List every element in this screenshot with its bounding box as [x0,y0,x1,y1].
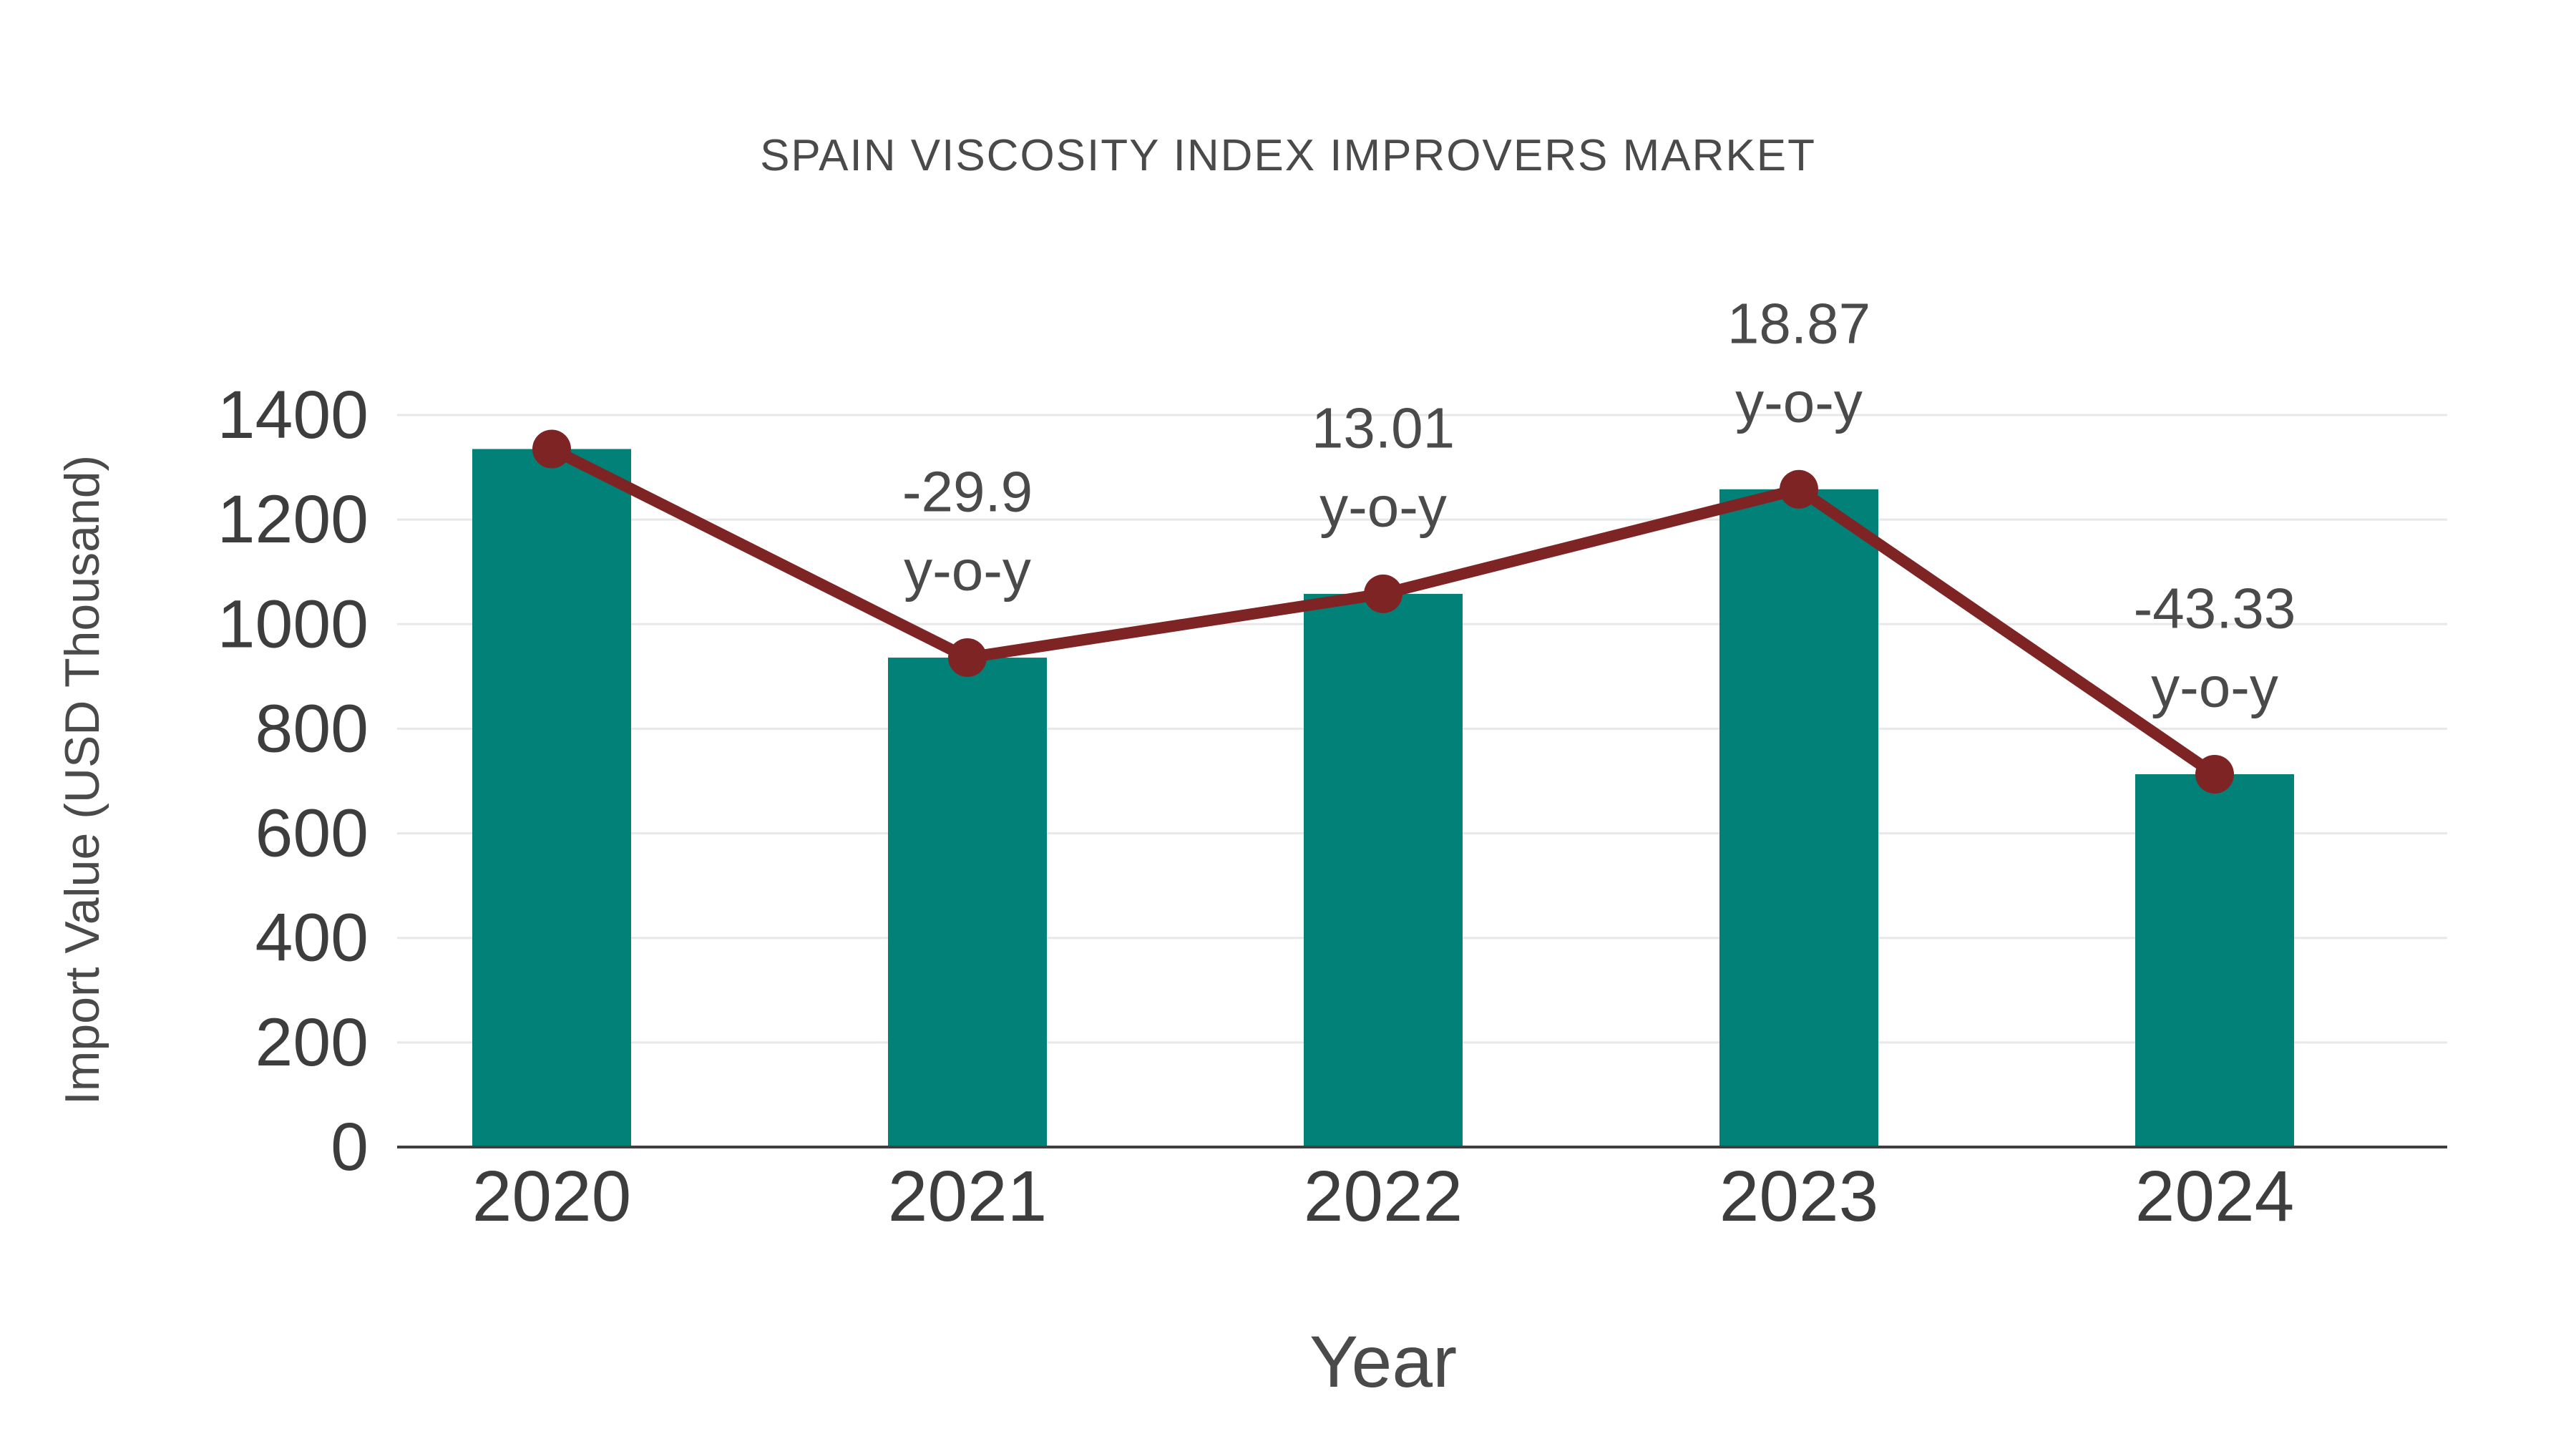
annotation-2021-unit: y-o-y [904,539,1031,602]
bar-series [472,449,2294,1147]
bar-2021 [888,658,1047,1147]
y-tick-label-600: 600 [255,796,369,872]
x-axis-tick-labels: 2020 2021 2022 2023 2024 [472,1156,2294,1236]
line-series [532,429,2234,794]
x-tick-label-2024: 2024 [2135,1156,2294,1236]
annotation-2024-value: -43.33 [2134,577,2296,640]
y-tick-label-1000: 1000 [218,586,369,662]
x-tick-label-2020: 2020 [472,1156,631,1236]
y-tick-label-1400: 1400 [218,377,369,453]
bar-2023 [1719,489,1878,1147]
bar-2024 [2135,774,2294,1147]
x-axis-title: Year [1309,1321,1457,1402]
y-axis-tick-labels: 0 200 400 600 800 1000 1200 1400 [218,377,369,1185]
bar-2020 [472,449,631,1147]
yoy-annotations: -29.9 y-o-y 13.01 y-o-y 18.87 y-o-y -43.33 y-o-… [902,291,2296,718]
annotation-2022-unit: y-o-y [1319,474,1447,538]
annotation-2021-value: -29.9 [902,460,1033,524]
x-tick-label-2023: 2023 [1719,1156,1878,1236]
annotation-2024-unit: y-o-y [2151,655,2278,719]
y-tick-label-400: 400 [255,900,369,976]
line-marker-2021 [948,638,987,678]
annotation-2023-value: 18.87 [1727,291,1870,355]
annotation-2023-unit: y-o-y [1735,370,1863,434]
y-tick-label-800: 800 [255,691,369,766]
line-marker-2023 [1780,469,1818,509]
annotation-2022-value: 13.01 [1312,396,1455,459]
chart-title: SPAIN VISCOSITY INDEX IMPROVERS MARKET [760,131,1816,180]
line-marker-2024 [2195,755,2234,794]
line-marker-2020 [532,429,571,469]
bar-2022 [1304,593,1463,1147]
x-tick-label-2021: 2021 [888,1156,1047,1236]
y-axis-title: Import Value (USD Thousand) [55,455,109,1105]
x-tick-label-2022: 2022 [1304,1156,1463,1236]
y-tick-label-1200: 1200 [218,482,369,557]
y-tick-label-0: 0 [331,1109,369,1185]
y-tick-label-200: 200 [255,1005,369,1080]
line-marker-2022 [1364,574,1402,613]
